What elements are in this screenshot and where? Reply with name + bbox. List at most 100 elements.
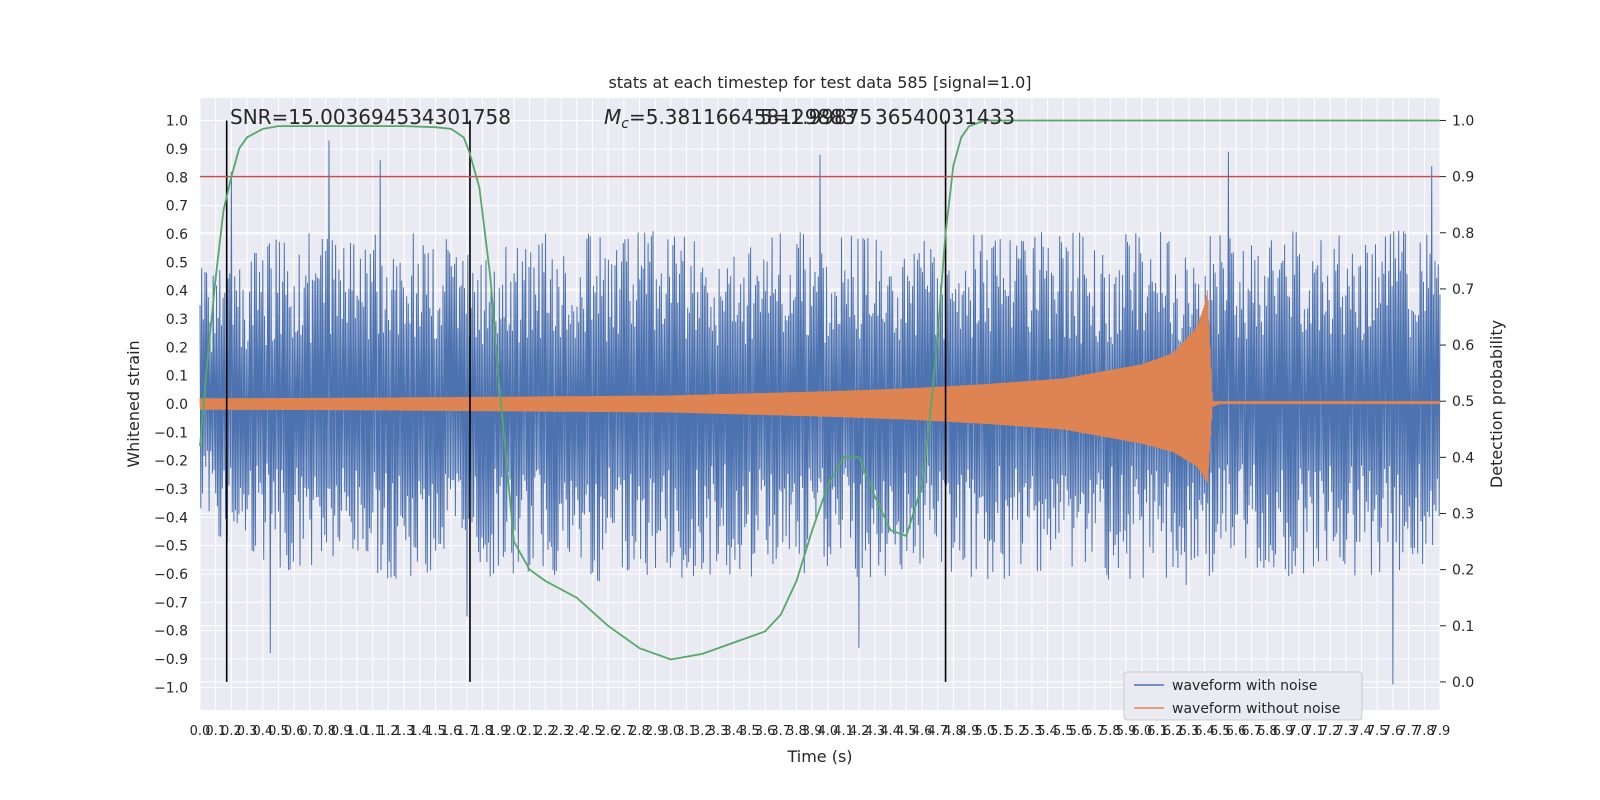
y-tick-label-left: −0.1: [154, 425, 188, 441]
x-tick-label: 2.9: [645, 724, 666, 739]
y-axis-left-ticks: −1.0 −0.9 −0.8 −0.7 −0.6 −0.5 −0.4 −0.3 −0.2 −0.1…: [154, 114, 188, 697]
x-tick-label: 6.5: [1210, 724, 1231, 739]
x-tick-label: 4.5: [896, 724, 917, 739]
x-tick-label: 3.6: [755, 724, 776, 739]
y-tick-label-left: 0.0: [166, 397, 188, 413]
x-tick-label: 2.1: [519, 724, 540, 739]
waveform-with-noise-line: [199, 140, 1441, 685]
x-tick-label: 5.7: [1084, 724, 1105, 739]
x-tick-label: 5.4: [1037, 724, 1058, 739]
x-tick-label: 0.3: [237, 724, 258, 739]
y-tick-label-right: 0.1: [1452, 619, 1474, 635]
y-tick-label-left: −0.3: [154, 482, 188, 498]
x-tick-label: 0.7: [300, 724, 321, 739]
detection-probability-line: [199, 119, 1440, 661]
x-tick-label: 3.5: [739, 724, 760, 739]
x-tick-label: 6.0: [1131, 724, 1152, 739]
x-tick-label: 6.7: [1241, 724, 1262, 739]
y-tick-label-right: 0.3: [1452, 506, 1474, 522]
y-tick-label-left: −0.4: [154, 510, 188, 526]
x-tick-label: 7.0: [1288, 724, 1309, 739]
x-tick-label: 6.8: [1257, 724, 1278, 739]
y-tick-label-right: 0.9: [1452, 170, 1474, 186]
annotation-mc: Mc=5.381166458129883: [604, 105, 856, 132]
x-tick-label: 2.0: [504, 724, 525, 739]
y-tick-label-left: −0.2: [154, 454, 188, 470]
x-tick-label: 2.2: [535, 724, 556, 739]
series-waveform-without-noise: [199, 290, 1441, 483]
x-tick-label: 7.2: [1320, 724, 1341, 739]
x-tick-label: 7.3: [1335, 724, 1356, 739]
x-tick-label: 2.8: [629, 724, 650, 739]
y-tick-label-left: −0.8: [154, 624, 188, 640]
y-tick-label-left: 0.9: [166, 142, 188, 158]
x-tick-label: 2.6: [598, 724, 619, 739]
y-tick-label-left: 0.2: [166, 340, 188, 356]
x-tick-label: 5.0: [974, 724, 995, 739]
annotation-mc-text: Mc=5.381166458129883: [604, 105, 856, 132]
x-tick-label: 4.8: [943, 724, 964, 739]
x-tick-label: 3.1: [676, 724, 697, 739]
vertical-markers: [225, 120, 947, 682]
x-tick-label: 0.9: [331, 724, 352, 739]
y-tick-label-left: 0.4: [166, 284, 188, 300]
y-tick-label-left: −0.9: [154, 652, 188, 668]
x-tick-label: 0.4: [252, 724, 273, 739]
x-tick-label: 4.2: [849, 724, 870, 739]
x-tick-label: 1.5: [425, 724, 446, 739]
annotation-overlap-b: 36540031433: [875, 105, 1015, 129]
x-tick-label: 3.9: [802, 724, 823, 739]
y-tick-label-left: 1.0: [166, 114, 188, 130]
chart-title: stats at each timestep for test data 585…: [608, 73, 1031, 92]
x-tick-label: 0.6: [284, 724, 305, 739]
y-tick-label-left: −0.5: [154, 539, 188, 555]
y-tick-label-right: 0.5: [1452, 394, 1474, 410]
x-tick-label: 1.0: [347, 724, 368, 739]
x-tick-label: 0.0: [190, 724, 211, 739]
x-tick-label: 3.0: [661, 724, 682, 739]
x-tick-label: 7.1: [1304, 724, 1325, 739]
x-tick-label: 1.7: [456, 724, 477, 739]
x-tick-label: 0.8: [315, 724, 336, 739]
x-tick-label: 7.4: [1351, 724, 1372, 739]
y-axis-label-left: Whitened strain: [124, 340, 143, 467]
x-tick-label: 7.8: [1414, 724, 1435, 739]
x-tick-label: 3.3: [708, 724, 729, 739]
x-tick-label: 1.3: [394, 724, 415, 739]
x-tick-label: 7.5: [1367, 724, 1388, 739]
x-tick-label: 6.2: [1163, 724, 1184, 739]
y-tick-label-left: 0.6: [166, 227, 188, 243]
annotation-overlap-a: 5=1.99875: [760, 105, 872, 129]
y-tick-label-left: 0.8: [166, 170, 188, 186]
legend-label-clean: waveform without noise: [1172, 701, 1340, 717]
x-tick-label: 1.9: [488, 724, 509, 739]
x-tick-label: 1.1: [362, 724, 383, 739]
series-detection-probability: [199, 119, 1440, 661]
x-tick-label: 2.3: [551, 724, 572, 739]
y-tick-label-left: 0.7: [166, 199, 188, 215]
x-tick-label: 6.9: [1273, 724, 1294, 739]
x-tick-label: 1.2: [378, 724, 399, 739]
x-tick-label: 6.3: [1179, 724, 1200, 739]
x-tick-label: 4.7: [927, 724, 948, 739]
y-tick-label-right: 0.8: [1452, 226, 1474, 242]
x-tick-label: 5.9: [1116, 724, 1137, 739]
x-tick-label: 5.5: [1053, 724, 1074, 739]
y-tick-label-left: 0.3: [166, 312, 188, 328]
x-tick-label: 2.4: [566, 724, 587, 739]
y-tick-label-right: 0.7: [1452, 282, 1474, 298]
x-tick-label: 1.8: [472, 724, 493, 739]
y-axis-right-ticks: 0.0 0.1 0.2 0.3 0.4 0.5 0.6 0.7 0.8 0.9 1.0: [1440, 113, 1474, 691]
legend-box: [1123, 671, 1363, 721]
series-waveform-with-noise: [199, 140, 1441, 685]
x-tick-label: 3.2: [692, 724, 713, 739]
y-tick-label-right: 0.2: [1452, 563, 1474, 579]
y-tick-label-left: −0.6: [154, 567, 188, 583]
y-tick-label-left: 0.1: [166, 369, 188, 385]
x-tick-label: 3.4: [723, 724, 744, 739]
x-tick-label: 7.9: [1430, 724, 1451, 739]
x-tick-label: 2.5: [582, 724, 603, 739]
y-tick-label-left: 0.5: [166, 255, 188, 271]
x-tick-label: 5.3: [1022, 724, 1043, 739]
